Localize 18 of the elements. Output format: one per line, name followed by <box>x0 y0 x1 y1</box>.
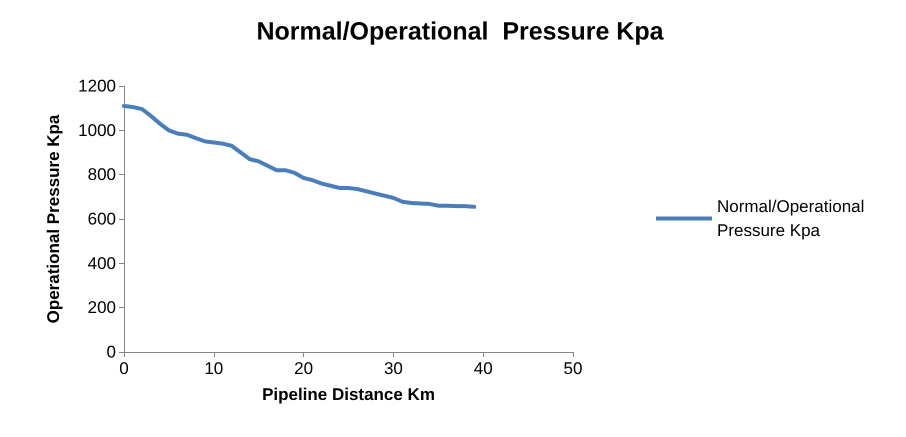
x-tick-label: 20 <box>294 359 314 378</box>
x-tick-label: 50 <box>564 359 582 378</box>
y-axis-title: Operational Pressure Kpa <box>44 114 63 324</box>
x-tick-label: 10 <box>204 359 224 378</box>
chart-title: Normal/Operational Pressure Kpa <box>256 18 665 46</box>
line-series <box>122 104 476 209</box>
y-tick-label: 800 <box>88 165 116 184</box>
y-tick-label: 1200 <box>78 76 116 96</box>
y-tick-label: 600 <box>88 210 116 228</box>
y-tick-label: 200 <box>88 298 116 318</box>
x-tick-label: 30 <box>384 359 403 378</box>
x-axis-title: Pipeline Distance Km <box>262 385 435 404</box>
legend-label: Normal/Operational Pressure Kpa <box>717 197 870 240</box>
x-tick-label: 0 <box>119 359 129 378</box>
y-tick-label: 400 <box>88 254 116 273</box>
x-tick-label: 40 <box>474 359 493 378</box>
y-tick-label: 1000 <box>78 120 116 140</box>
y-tick-label: 0 <box>106 342 116 362</box>
